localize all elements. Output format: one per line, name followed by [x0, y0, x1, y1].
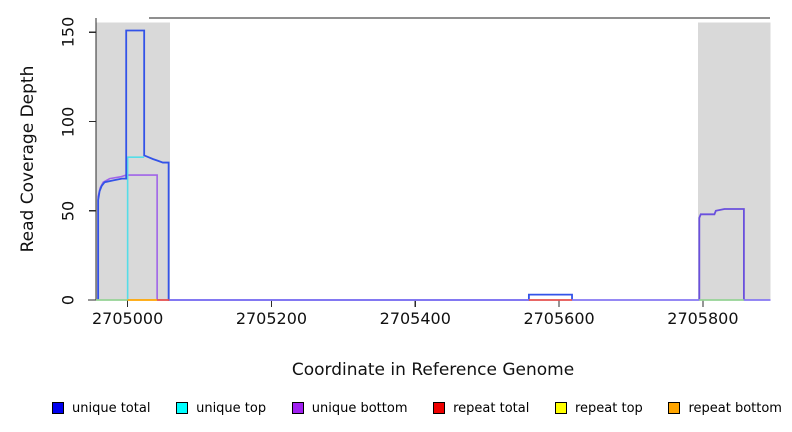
- coverage-line-unique-top-left-block-: [126, 156, 145, 300]
- x-axis-title: Coordinate in Reference Genome: [291, 360, 575, 380]
- legend: unique total unique top unique bottom repea…: [52, 398, 782, 418]
- legend-swatch-icon: [52, 402, 64, 414]
- x-tick-label: 2705800: [667, 309, 739, 328]
- legend-item-repeat-total: repeat total: [433, 401, 529, 416]
- coverage-line-unique-total-bottom-right-block-: [698, 208, 745, 300]
- y-axis-title: Read Coverage Depth: [18, 65, 38, 253]
- legend-item-repeat-top: repeat top: [555, 401, 643, 416]
- y-tick-label: 50: [58, 200, 78, 221]
- highlight-region: [697, 22, 771, 300]
- x-tick-label: 2705000: [91, 309, 164, 328]
- legend-label: unique bottom: [311, 400, 408, 416]
- legend-item-repeat-bottom: repeat bottom: [668, 401, 782, 416]
- x-tick-label: 2705600: [523, 309, 595, 328]
- legend-label: repeat total: [453, 400, 530, 416]
- legend-label: repeat top: [575, 400, 643, 416]
- legend-label: unique total: [72, 400, 151, 416]
- x-tick-label: 2705400: [379, 309, 451, 328]
- legend-label: repeat bottom: [688, 400, 782, 416]
- legend-label: unique top: [196, 400, 267, 416]
- legend-item-unique-bottom: unique bottom: [291, 400, 408, 416]
- legend-swatch-icon: [433, 402, 446, 414]
- y-tick-label: 0: [58, 294, 78, 306]
- x-tick-label: 2705200: [235, 309, 308, 328]
- y-tick-label: 100: [58, 106, 78, 137]
- legend-item-unique-top: unique top: [176, 401, 266, 416]
- legend-swatch-icon: [176, 402, 189, 414]
- legend-swatch-icon: [555, 402, 567, 414]
- legend-item-unique-total: unique total: [52, 401, 150, 416]
- legend-swatch-icon: [291, 402, 304, 414]
- legend-swatch-icon: [668, 402, 681, 414]
- y-tick-label: 150: [58, 16, 78, 48]
